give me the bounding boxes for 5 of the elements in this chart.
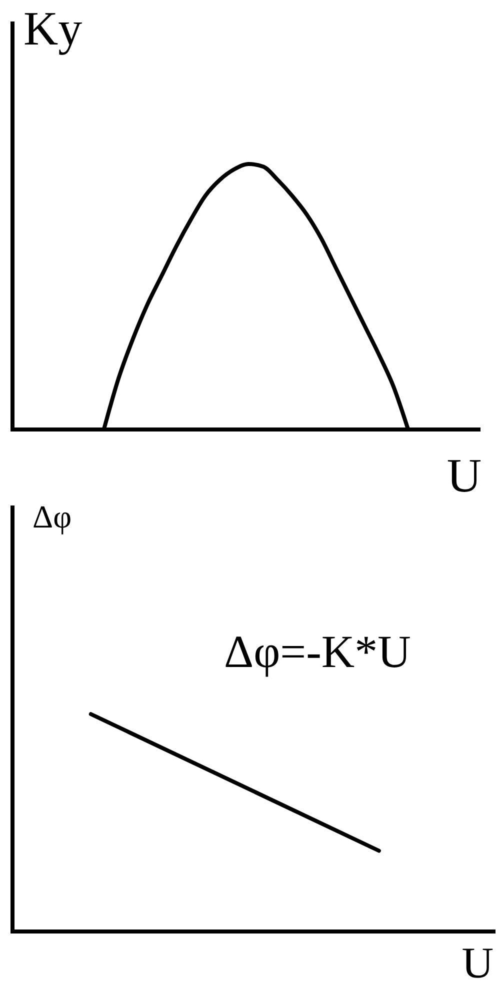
x-axis-title: U <box>446 450 482 502</box>
y-axis-title: Δφ <box>32 498 72 534</box>
y-axis-title: Ky <box>24 2 82 56</box>
x-axis-title: U <box>462 938 494 983</box>
text: Δφ=-K*U <box>224 626 411 677</box>
